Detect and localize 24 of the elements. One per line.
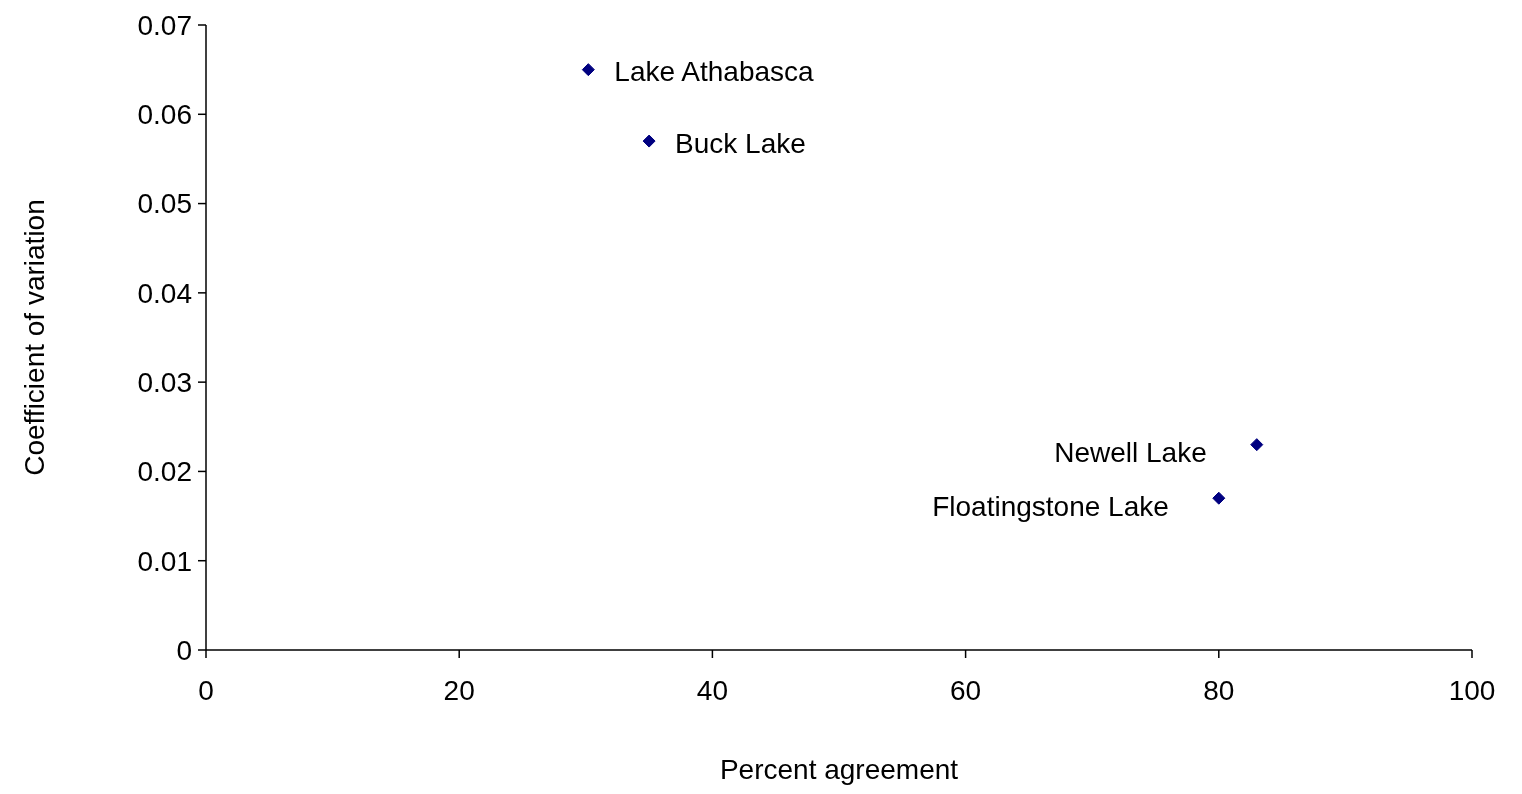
annotation: Buck Lake bbox=[675, 127, 806, 159]
x-tick-label: 60 bbox=[950, 675, 982, 706]
y-tick-label: 0.06 bbox=[137, 99, 192, 131]
point bbox=[1250, 438, 1264, 452]
annotation: Newell Lake bbox=[1054, 437, 1207, 469]
y-axis-title: Coefficient of variation bbox=[19, 199, 50, 476]
y-tick-label: 0.01 bbox=[137, 545, 192, 577]
y-tick-label: 0 bbox=[176, 634, 192, 666]
x-tick-label: 20 bbox=[443, 675, 475, 706]
y-tick-label: 0.04 bbox=[137, 277, 192, 309]
annotation: Floatingstone Lake bbox=[932, 491, 1169, 523]
x-axis-title: Percent agreement bbox=[719, 754, 959, 785]
x-tick-label: 40 bbox=[696, 675, 728, 706]
y-tick-label: 0.03 bbox=[137, 366, 192, 398]
x-tick-label: 100 bbox=[1448, 675, 1496, 706]
x-tick-label: 0 bbox=[198, 675, 214, 706]
annotation: Lake Athabasca bbox=[614, 56, 815, 88]
point bbox=[642, 134, 656, 148]
point bbox=[1212, 491, 1226, 505]
y-tick-label: 0.07 bbox=[137, 9, 192, 41]
y-tick-label: 0.05 bbox=[137, 188, 192, 220]
x-tick-label: 80 bbox=[1203, 675, 1235, 706]
y-tick-label: 0.02 bbox=[137, 456, 192, 488]
point bbox=[581, 63, 595, 77]
